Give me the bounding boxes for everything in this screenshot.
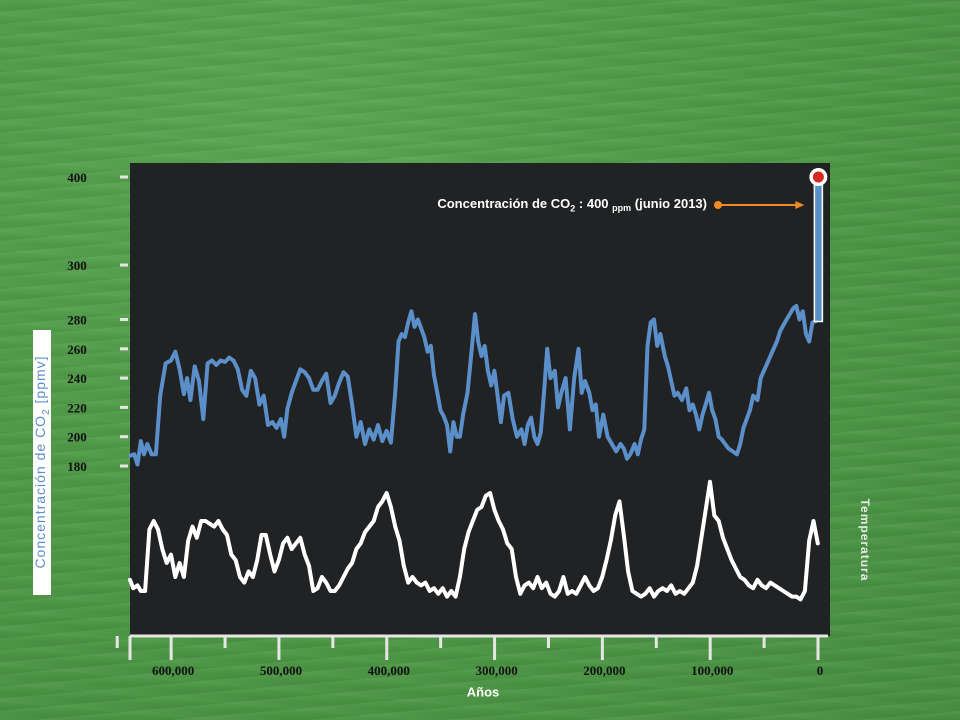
x-tick-label: 600,000 [152, 663, 194, 678]
x-tick-label: 100,000 [691, 663, 733, 678]
x-tick-label: 300,000 [475, 663, 517, 678]
y-tick-label: 240 [67, 371, 87, 386]
y-tick-label: 200 [67, 430, 87, 445]
temperature-series-line [128, 479, 820, 602]
plot-area [130, 163, 830, 636]
annotation-arrow-head [795, 201, 805, 209]
y-tick-label: 260 [67, 342, 87, 357]
x-tick-label: 400,000 [368, 663, 410, 678]
temperature-label: Temperatura [858, 498, 872, 582]
y-tick-label: 220 [67, 400, 87, 415]
co2-spike-bar [813, 176, 824, 323]
x-axis-label: Años [466, 684, 500, 700]
y-tick-label: 300 [67, 258, 87, 273]
ylabel-box [33, 330, 51, 595]
x-tick-label: 500,000 [260, 663, 302, 678]
series-layer [128, 303, 821, 602]
x-tick-label: 0 [817, 663, 824, 678]
y-tick-label: 280 [67, 313, 87, 328]
co2-annotation: Concentración de CO2 : 400 ppm (junio 20… [437, 196, 707, 214]
y-tick-label: 400 [67, 170, 87, 185]
y-tick-label: 180 [67, 459, 87, 474]
co2-series-line [128, 303, 821, 467]
current-marker-layer [714, 168, 828, 323]
current-co2-marker [812, 171, 824, 183]
x-tick-label: 200,000 [583, 663, 625, 678]
axes: 400 300 280 260 240 220 200 180 600,000 500,000 40… [67, 170, 828, 678]
y-axis-label: Concentración de CO2 [ppmv] [32, 355, 52, 569]
